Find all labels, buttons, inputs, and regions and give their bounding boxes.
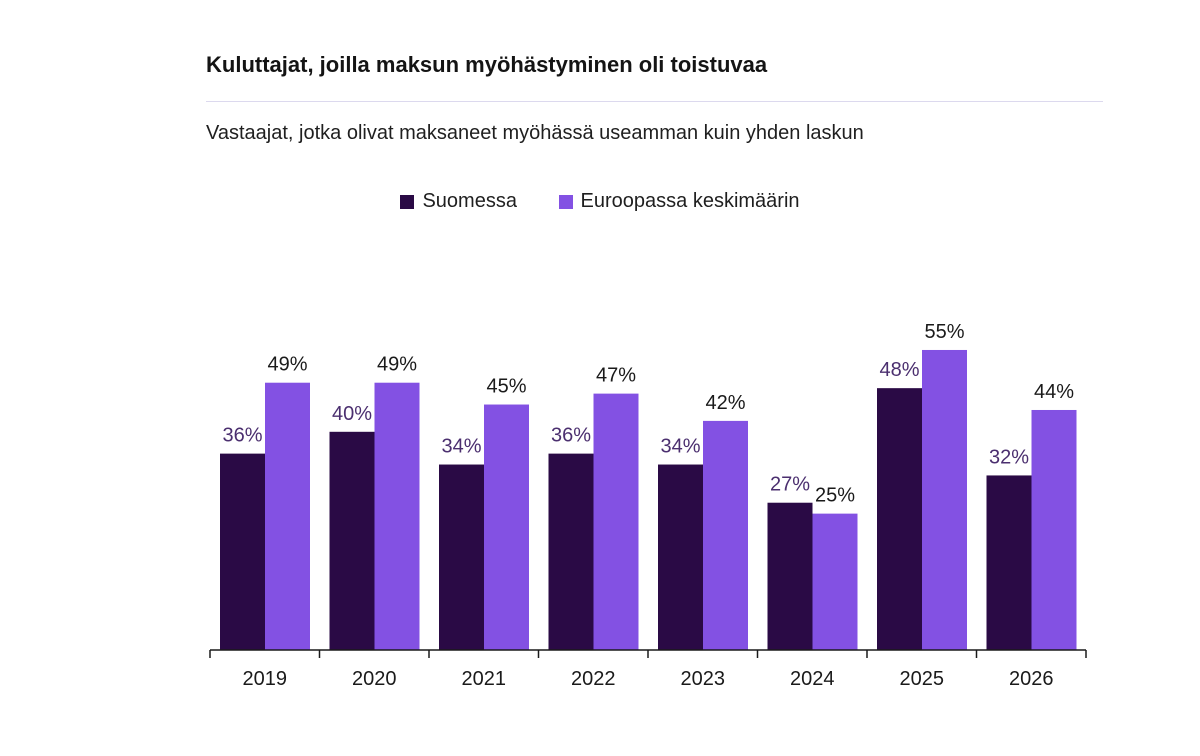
chart-subtitle: Vastaajat, jotka olivat maksaneet myöhäs…	[206, 122, 864, 144]
legend-label-finland: Suomessa	[422, 190, 517, 212]
data-label-finland-2020: 40%	[332, 403, 372, 425]
bar-europe-2023	[703, 420, 748, 650]
legend-swatch-finland	[400, 194, 415, 209]
bar-finland-2026	[986, 475, 1032, 650]
bar-europe-2022	[593, 393, 639, 650]
bar-finland-2019	[220, 453, 265, 650]
bar-finland-2025	[877, 388, 922, 650]
x-tick-label-2022: 2022	[571, 668, 616, 690]
legend-item-finland: Suomessa	[400, 190, 517, 213]
x-tick-label-2020: 2020	[352, 668, 397, 690]
data-label-europe-2019: 49%	[267, 354, 307, 376]
legend: Suomessa Euroopassa keskimäärin	[0, 190, 1200, 215]
bar-finland-2021	[439, 464, 484, 650]
bar-europe-2021	[484, 404, 529, 650]
bar-finland-2020	[329, 431, 375, 650]
x-tick-label-2019: 2019	[243, 668, 288, 690]
bar-europe-2020	[374, 382, 420, 650]
data-label-finland-2026: 32%	[989, 446, 1029, 468]
data-label-finland-2025: 48%	[879, 359, 919, 381]
x-tick-label-2021: 2021	[462, 668, 507, 690]
x-tick-label-2025: 2025	[900, 668, 945, 690]
bar-finland-2024	[767, 502, 813, 650]
bar-europe-2024	[812, 513, 858, 650]
data-label-europe-2022: 47%	[596, 365, 636, 387]
data-label-europe-2025: 55%	[924, 321, 964, 343]
data-label-europe-2023: 42%	[705, 392, 745, 414]
data-label-europe-2021: 45%	[486, 376, 526, 398]
x-tick-label-2024: 2024	[790, 668, 835, 690]
legend-swatch-europe	[558, 194, 573, 209]
title-divider	[206, 101, 1103, 102]
x-tick-label-2026: 2026	[1009, 668, 1054, 690]
legend-item-europe: Euroopassa keskimäärin	[558, 190, 800, 213]
legend-label-europe: Euroopassa keskimäärin	[580, 190, 800, 212]
data-label-finland-2021: 34%	[441, 436, 481, 458]
data-label-europe-2020: 49%	[377, 354, 417, 376]
data-label-europe-2026: 44%	[1034, 381, 1074, 403]
data-label-finland-2022: 36%	[551, 425, 591, 447]
data-label-europe-2024: 25%	[815, 485, 855, 507]
x-tick-label-2023: 2023	[681, 668, 726, 690]
bar-europe-2019	[265, 382, 310, 650]
bar-finland-2022	[548, 453, 594, 650]
chart-title: Kuluttajat, joilla maksun myöhästyminen …	[206, 52, 768, 77]
data-label-finland-2019: 36%	[222, 425, 262, 447]
data-label-finland-2023: 34%	[660, 436, 700, 458]
bar-europe-2026	[1031, 409, 1077, 650]
bar-europe-2025	[922, 349, 967, 650]
data-label-finland-2024: 27%	[770, 474, 810, 496]
bar-finland-2023	[658, 464, 703, 650]
